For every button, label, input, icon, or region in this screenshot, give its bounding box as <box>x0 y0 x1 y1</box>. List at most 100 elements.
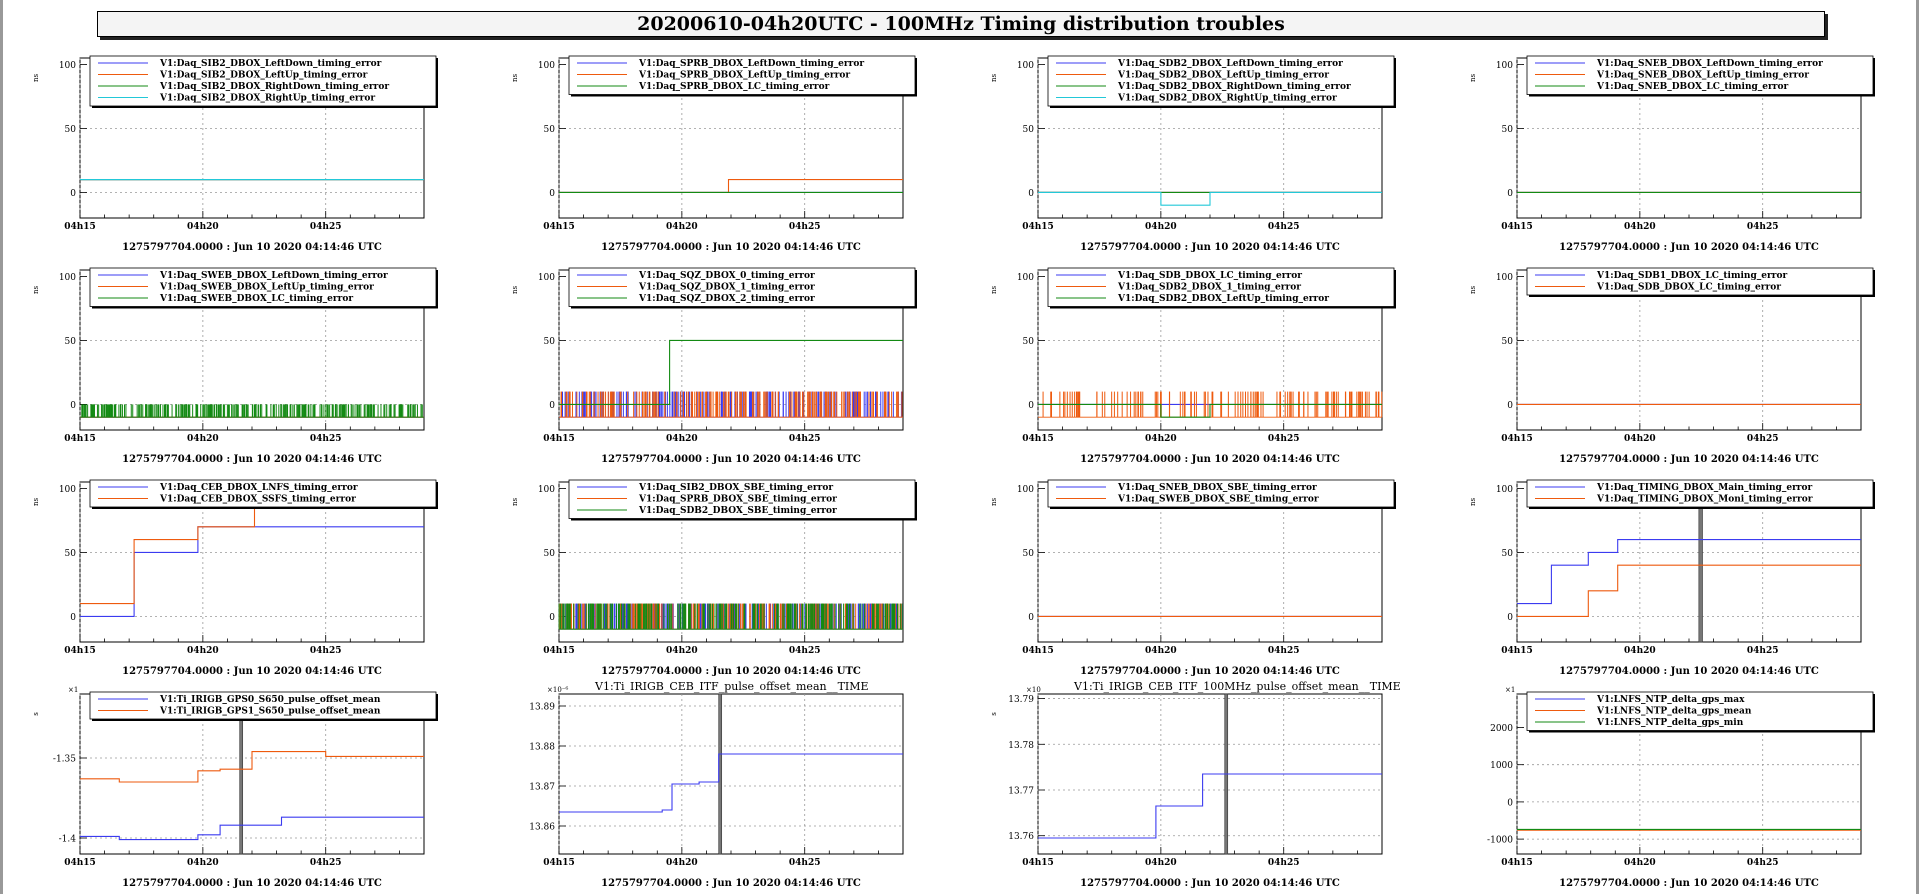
x-tick-label: 04h25 <box>310 434 342 444</box>
y-tick-label: 13.87 <box>529 783 555 793</box>
chart-footer: 1275797704.0000 : Jun 10 2020 04:14:46 U… <box>122 454 382 465</box>
x-tick-label: 04h15 <box>1022 646 1054 656</box>
y-axis-label: ns <box>511 74 519 83</box>
legend-entry: V1:Daq_TIMING_DBOX_Moni_timing_error <box>1596 495 1813 505</box>
chart-panel-16: -1000 0 1000 2000 04h15 04h20 04h25 ×1 V1:LNFS_N… <box>1487 686 1875 889</box>
legend-entry: V1:Daq_SWEB_DBOX_LC_timing_error <box>159 294 353 304</box>
chart-panel-15: 13.76 13.77 13.78 13.79 04h15 04h20 04h25 s ×10 V… <box>990 680 1401 889</box>
series-line-1 <box>1517 539 1861 605</box>
legend-entry: V1:Ti_IRIGB_GPS1_S650_pulse_offset_mean <box>159 707 381 717</box>
legend: V1:Daq_CEB_DBOX_LNFS_timing_error V1:Daq_… <box>89 479 438 509</box>
chart-footer: 1275797704.0000 : Jun 10 2020 04:14:46 U… <box>122 878 382 889</box>
legend-entry: V1:Daq_SDB2_DBOX_LeftDown_timing_error <box>1117 59 1343 69</box>
y-tick-label: 100 <box>538 485 555 495</box>
chart-footer: 1275797704.0000 : Jun 10 2020 04:14:46 U… <box>1559 242 1819 253</box>
x-tick-label: 04h20 <box>666 646 698 656</box>
legend-entry: V1:Daq_SDB_DBOX_LC_timing_error <box>1596 283 1781 293</box>
y-tick-label: 0 <box>70 613 76 623</box>
legend-entry: V1:Daq_CEB_DBOX_SSFS_timing_error <box>159 495 356 505</box>
legend: V1:LNFS_NTP_delta_gps_max V1:LNFS_NTP_del… <box>1526 691 1875 733</box>
page-title: 20200610-04h20UTC - 100MHz Timing distri… <box>637 13 1285 35</box>
chart-footer: 1275797704.0000 : Jun 10 2020 04:14:46 U… <box>601 666 861 677</box>
y-tick-label: 0 <box>549 613 555 623</box>
x-tick-label: 04h15 <box>1022 222 1054 232</box>
series-line-3 <box>559 339 903 405</box>
legend-entry: V1:Daq_TIMING_DBOX_Main_timing_error <box>1596 483 1813 493</box>
legend: V1:Daq_TIMING_DBOX_Main_timing_error V1:D… <box>1526 479 1875 509</box>
legend: V1:Ti_IRIGB_GPS0_S650_pulse_offset_mean V… <box>89 691 438 721</box>
x-tick-label: 04h15 <box>1501 434 1533 444</box>
series-line-2 <box>80 751 424 783</box>
chart-panel-4: 0 50 100 04h15 04h20 04h25 ns V1:Daq_SNEB_DBOX_… <box>1469 55 1875 253</box>
legend-entry: V1:Daq_SIB2_DBOX_LeftDown_timing_error <box>159 59 382 69</box>
y-axis-label: ns <box>32 74 40 83</box>
y-tick-label: 0 <box>1507 189 1513 199</box>
y-axis-label: ns <box>990 74 998 83</box>
series-line-1 <box>80 816 424 841</box>
legend-entry: V1:Daq_SDB_DBOX_LC_timing_error <box>1117 271 1302 281</box>
legend-entry: V1:Daq_SPRB_DBOX_LeftDown_timing_error <box>638 59 864 69</box>
x-tick-label: 04h25 <box>789 858 821 868</box>
x-tick-label: 04h25 <box>1747 434 1779 444</box>
legend-entry: V1:Daq_SNEB_DBOX_LeftUp_timing_error <box>1596 71 1809 81</box>
legend-box <box>568 479 916 519</box>
legend-entry: V1:LNFS_NTP_delta_gps_max <box>1596 695 1745 705</box>
y-tick-label: 0 <box>70 189 76 199</box>
legend-entry: V1:Daq_SIB2_DBOX_RightDown_timing_error <box>159 82 389 92</box>
x-tick-label: 04h20 <box>1145 646 1177 656</box>
y-tick-label: 13.76 <box>1008 832 1034 842</box>
legend-box <box>89 691 437 720</box>
legend-box <box>568 55 916 95</box>
legend-entry: V1:Daq_SDB1_DBOX_LC_timing_error <box>1596 271 1787 281</box>
legend-entry: V1:Daq_SNEB_DBOX_SBE_timing_error <box>1117 483 1317 493</box>
y-tick-label: -1.35 <box>53 755 76 765</box>
y-tick-label: 13.77 <box>1008 787 1034 797</box>
x-tick-label: 04h20 <box>666 434 698 444</box>
legend-box <box>89 267 437 307</box>
y-tick-label: 50 <box>65 125 77 135</box>
legend-box <box>1047 267 1395 307</box>
y-tick-label: 0 <box>549 401 555 411</box>
x-tick-label: 04h20 <box>187 434 219 444</box>
y-tick-label: 100 <box>1017 61 1034 71</box>
y-tick-label: 50 <box>1023 549 1035 559</box>
legend-entry: V1:Daq_SPRB_DBOX_LC_timing_error <box>638 82 830 92</box>
y-tick-label: 100 <box>59 273 76 283</box>
legend-entry: V1:Daq_CEB_DBOX_LNFS_timing_error <box>159 483 358 493</box>
x-tick-label: 04h15 <box>1501 646 1533 656</box>
y-tick-label: 13.86 <box>529 823 555 833</box>
legend: V1:Daq_SNEB_DBOX_LeftDown_timing_error V1… <box>1526 55 1875 97</box>
x-tick-label: 04h15 <box>1501 858 1533 868</box>
x-tick-label: 04h15 <box>1022 434 1054 444</box>
x-tick-label: 04h15 <box>543 646 575 656</box>
y-exponent-label: ×10⁻⁶ <box>547 686 568 694</box>
y-tick-label: 50 <box>65 337 77 347</box>
y-tick-label: 100 <box>1496 273 1513 283</box>
y-tick-label: 50 <box>1023 125 1035 135</box>
y-axis-label: ns <box>990 498 998 507</box>
chart-title: V1:Ti_IRIGB_CEB_ITF_100MHz_pulse_offset_… <box>1073 680 1401 693</box>
legend-box <box>1526 691 1874 731</box>
y-axis-label: ns <box>1469 74 1477 83</box>
y-axis-label: ns <box>1469 498 1477 507</box>
legend-entry: V1:Daq_SDB2_DBOX_RightDown_timing_error <box>1117 82 1351 92</box>
x-tick-label: 04h25 <box>310 858 342 868</box>
series-line-4 <box>1038 191 1382 206</box>
y-axis-label: ns <box>511 286 519 295</box>
y-tick-label: 0 <box>70 401 76 411</box>
legend-entry: V1:Daq_SNEB_DBOX_LeftDown_timing_error <box>1596 59 1823 69</box>
chart-panel-3: 0 50 100 04h15 04h20 04h25 ns V1:Daq_SDB2_DBOX_… <box>990 55 1396 253</box>
legend-box <box>568 267 916 307</box>
y-tick-label: 2000 <box>1490 724 1513 734</box>
chart-footer: 1275797704.0000 : Jun 10 2020 04:14:46 U… <box>1080 666 1340 677</box>
legend-entry: V1:Daq_SDB2_DBOX_LeftUp_timing_error <box>1117 71 1329 81</box>
legend-entry: V1:Daq_SWEB_DBOX_LeftDown_timing_error <box>159 271 388 281</box>
y-axis-label: ns <box>32 498 40 507</box>
x-tick-label: 04h20 <box>1145 434 1177 444</box>
x-tick-label: 04h15 <box>64 646 96 656</box>
chart-panel-14: 13.86 13.87 13.88 13.89 04h15 04h20 04h25 ×10⁻⁶… <box>529 680 904 889</box>
y-tick-label: 50 <box>544 337 556 347</box>
y-axis-label: ns <box>32 286 40 295</box>
x-tick-label: 04h25 <box>1268 222 1300 232</box>
